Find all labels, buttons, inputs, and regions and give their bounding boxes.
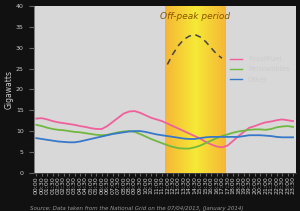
Y-axis label: Gigawatts: Gigawatts [4, 70, 13, 109]
Text: Off-peak period: Off-peak period [160, 12, 230, 21]
Legend: FossilFuel, Renewables, Other: FossilFuel, Renewables, Other [227, 54, 292, 85]
Text: Source: Data taken from the National Grid on the 07/04/2013, (January 2014): Source: Data taken from the National Gri… [30, 206, 244, 211]
